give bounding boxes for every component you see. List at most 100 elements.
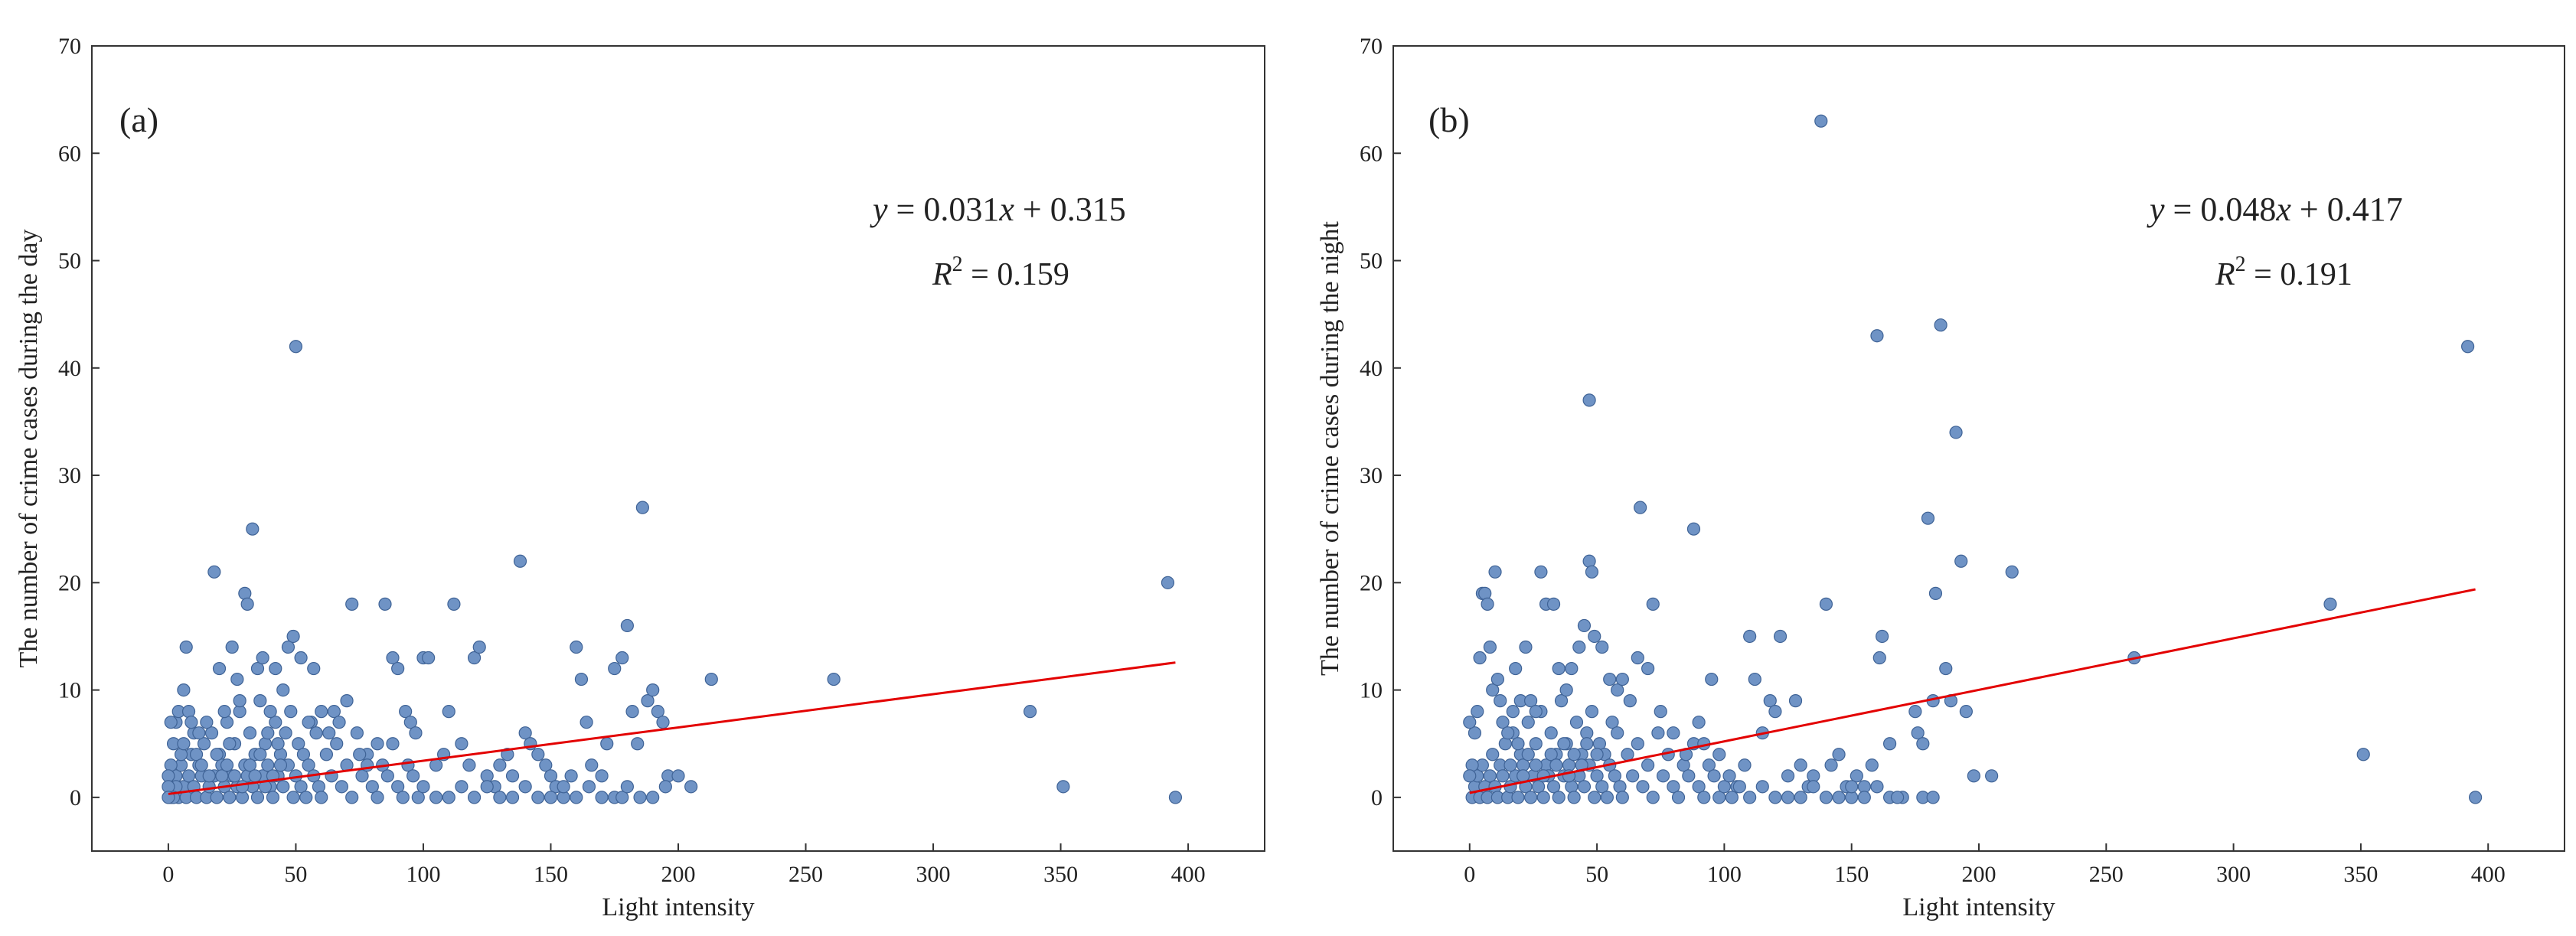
panel-a-data-point [391, 780, 405, 794]
panel-a-y-tick-label: 40 [58, 356, 81, 381]
panel-b-data-point [1590, 769, 1604, 783]
panel-a-data-point [207, 565, 221, 579]
panel-a-data-point [181, 705, 196, 719]
panel-b-data-point [1738, 758, 1752, 772]
panel-b-y-tick-label: 20 [1360, 570, 1383, 595]
panel-b-data-point [1569, 716, 1584, 729]
panel-b-data-point [1926, 791, 1940, 804]
panel-b-data-point [1611, 683, 1624, 697]
panel-b-data-point [1521, 748, 1535, 762]
panel-b-data-point [1667, 726, 1680, 740]
panel-a-data-point [539, 758, 553, 772]
panel-b-data-point [1832, 748, 1846, 762]
panel-b-data-point [1832, 791, 1846, 804]
panel-b-data-point [1781, 769, 1795, 783]
panel-b-data-point [1494, 694, 1507, 708]
panel-a-data-point [371, 737, 384, 751]
panel-b-data-point [1671, 791, 1686, 804]
panel-b-data-point [1531, 780, 1546, 794]
panel-b-data-point [1814, 114, 1828, 128]
panel-b-data-point [2356, 748, 2370, 762]
panel-b-data-point [2468, 791, 2483, 804]
panel-a-data-point [164, 758, 178, 772]
panel-b-data-point [1552, 661, 1566, 676]
panel-a-data-point [580, 716, 593, 729]
panel-a-y-tick-label: 50 [58, 249, 81, 274]
r2-a-R: R [932, 257, 952, 292]
panel-a-data-point [294, 651, 308, 665]
panel-a-data-point [620, 780, 634, 794]
scatter-panel-a: 0 50 100 150 200 250 300 350 400 0 10 20 30 40 50 60 70 L… [15, 34, 1265, 921]
panel-a-data-point [312, 780, 326, 794]
panel-b-data-point [1692, 780, 1706, 794]
panel-a-data-point [246, 522, 260, 536]
r2-b-R: R [2215, 257, 2235, 292]
panel-a-data-point [442, 705, 455, 719]
panel-b-data-point [1546, 780, 1561, 794]
panel-b-data-point [1524, 791, 1538, 804]
panel-b-x-tick-label: 50 [1585, 862, 1608, 887]
panel-b-data-point [1506, 705, 1520, 719]
panel-b-data-point [1722, 769, 1736, 783]
panel-a-data-point [386, 651, 400, 665]
panel-a-data-point [243, 758, 257, 772]
panel-a-data-point [307, 661, 321, 676]
panel-b-data-point [1585, 565, 1599, 579]
panel-b-data-point [1536, 791, 1550, 804]
panel-b-x-tick-label: 0 [1464, 862, 1475, 887]
panel-b-data-point [1763, 694, 1777, 708]
panel-b-data-point [1667, 780, 1680, 794]
panel-b-data-point [1582, 393, 1596, 407]
panel-b-data-point [1565, 780, 1579, 794]
panel-b-y-axis-title: The number of crime cases during the nig… [1316, 221, 1344, 676]
panel-b-data-point [1916, 737, 1930, 751]
panel-b-data-point [1631, 651, 1644, 665]
panel-b-data-point [1697, 791, 1711, 804]
panel-b-data-point [1486, 683, 1500, 697]
panel-a-data-point [380, 769, 394, 783]
panel-b-data-point [1794, 791, 1807, 804]
panel-b-data-point [1646, 597, 1660, 611]
panel-a-data-point [281, 640, 295, 654]
panel-a-data-point [493, 758, 507, 772]
panel-a-fit-line [168, 661, 1176, 795]
panel-b-x-tick-label: 200 [1962, 862, 1996, 887]
panel-a-data-point [574, 672, 589, 687]
panel-a-data-point [235, 780, 250, 794]
panel-a-data-point [345, 791, 359, 804]
panel-a-data-point [467, 651, 482, 665]
panel-a-data-point [181, 769, 196, 783]
panel-a-data-point [302, 758, 315, 772]
panel-a-data-point [467, 791, 482, 804]
panel-b-data-point [1473, 651, 1487, 665]
panel-b-data-point [1865, 758, 1879, 772]
panel-a-data-point [403, 716, 417, 729]
panel-a-data-point [184, 716, 198, 729]
panel-a-data-point [217, 705, 231, 719]
panel-a-x-tick-label: 0 [162, 862, 174, 887]
panel-a-data-point [240, 597, 254, 611]
panel-a-y-tick-label: 0 [70, 785, 81, 810]
panel-a-data-point [557, 780, 570, 794]
panel-a-data-point [212, 661, 227, 676]
panel-b-r2: R2 = 0.191 [2215, 253, 2352, 292]
panel-b-y-tick-label: 40 [1360, 356, 1383, 381]
panel-a-data-point [615, 651, 629, 665]
panel-b-data-point [1850, 769, 1863, 783]
panel-b-x-tick-label: 350 [2343, 862, 2378, 887]
eq-b-plus: + [2291, 191, 2327, 228]
panel-a-data-point [194, 758, 208, 772]
panel-a-data-point [595, 769, 609, 783]
panel-a-data-point [411, 791, 425, 804]
panel-b-data-point [1572, 640, 1586, 654]
panel-a-data-point [531, 748, 545, 762]
panel-b-data-point [1501, 726, 1515, 740]
panel-b-data-point [1773, 629, 1788, 644]
panel-a-data-point [462, 758, 476, 772]
panel-a-data-point [570, 640, 583, 654]
panel-a-x-tick-label: 150 [534, 862, 568, 887]
panel-a-data-point [406, 769, 420, 783]
panel-a-data-point [200, 716, 214, 729]
panel-b-data-point [1544, 748, 1558, 762]
panel-b-data-point [1544, 726, 1558, 740]
